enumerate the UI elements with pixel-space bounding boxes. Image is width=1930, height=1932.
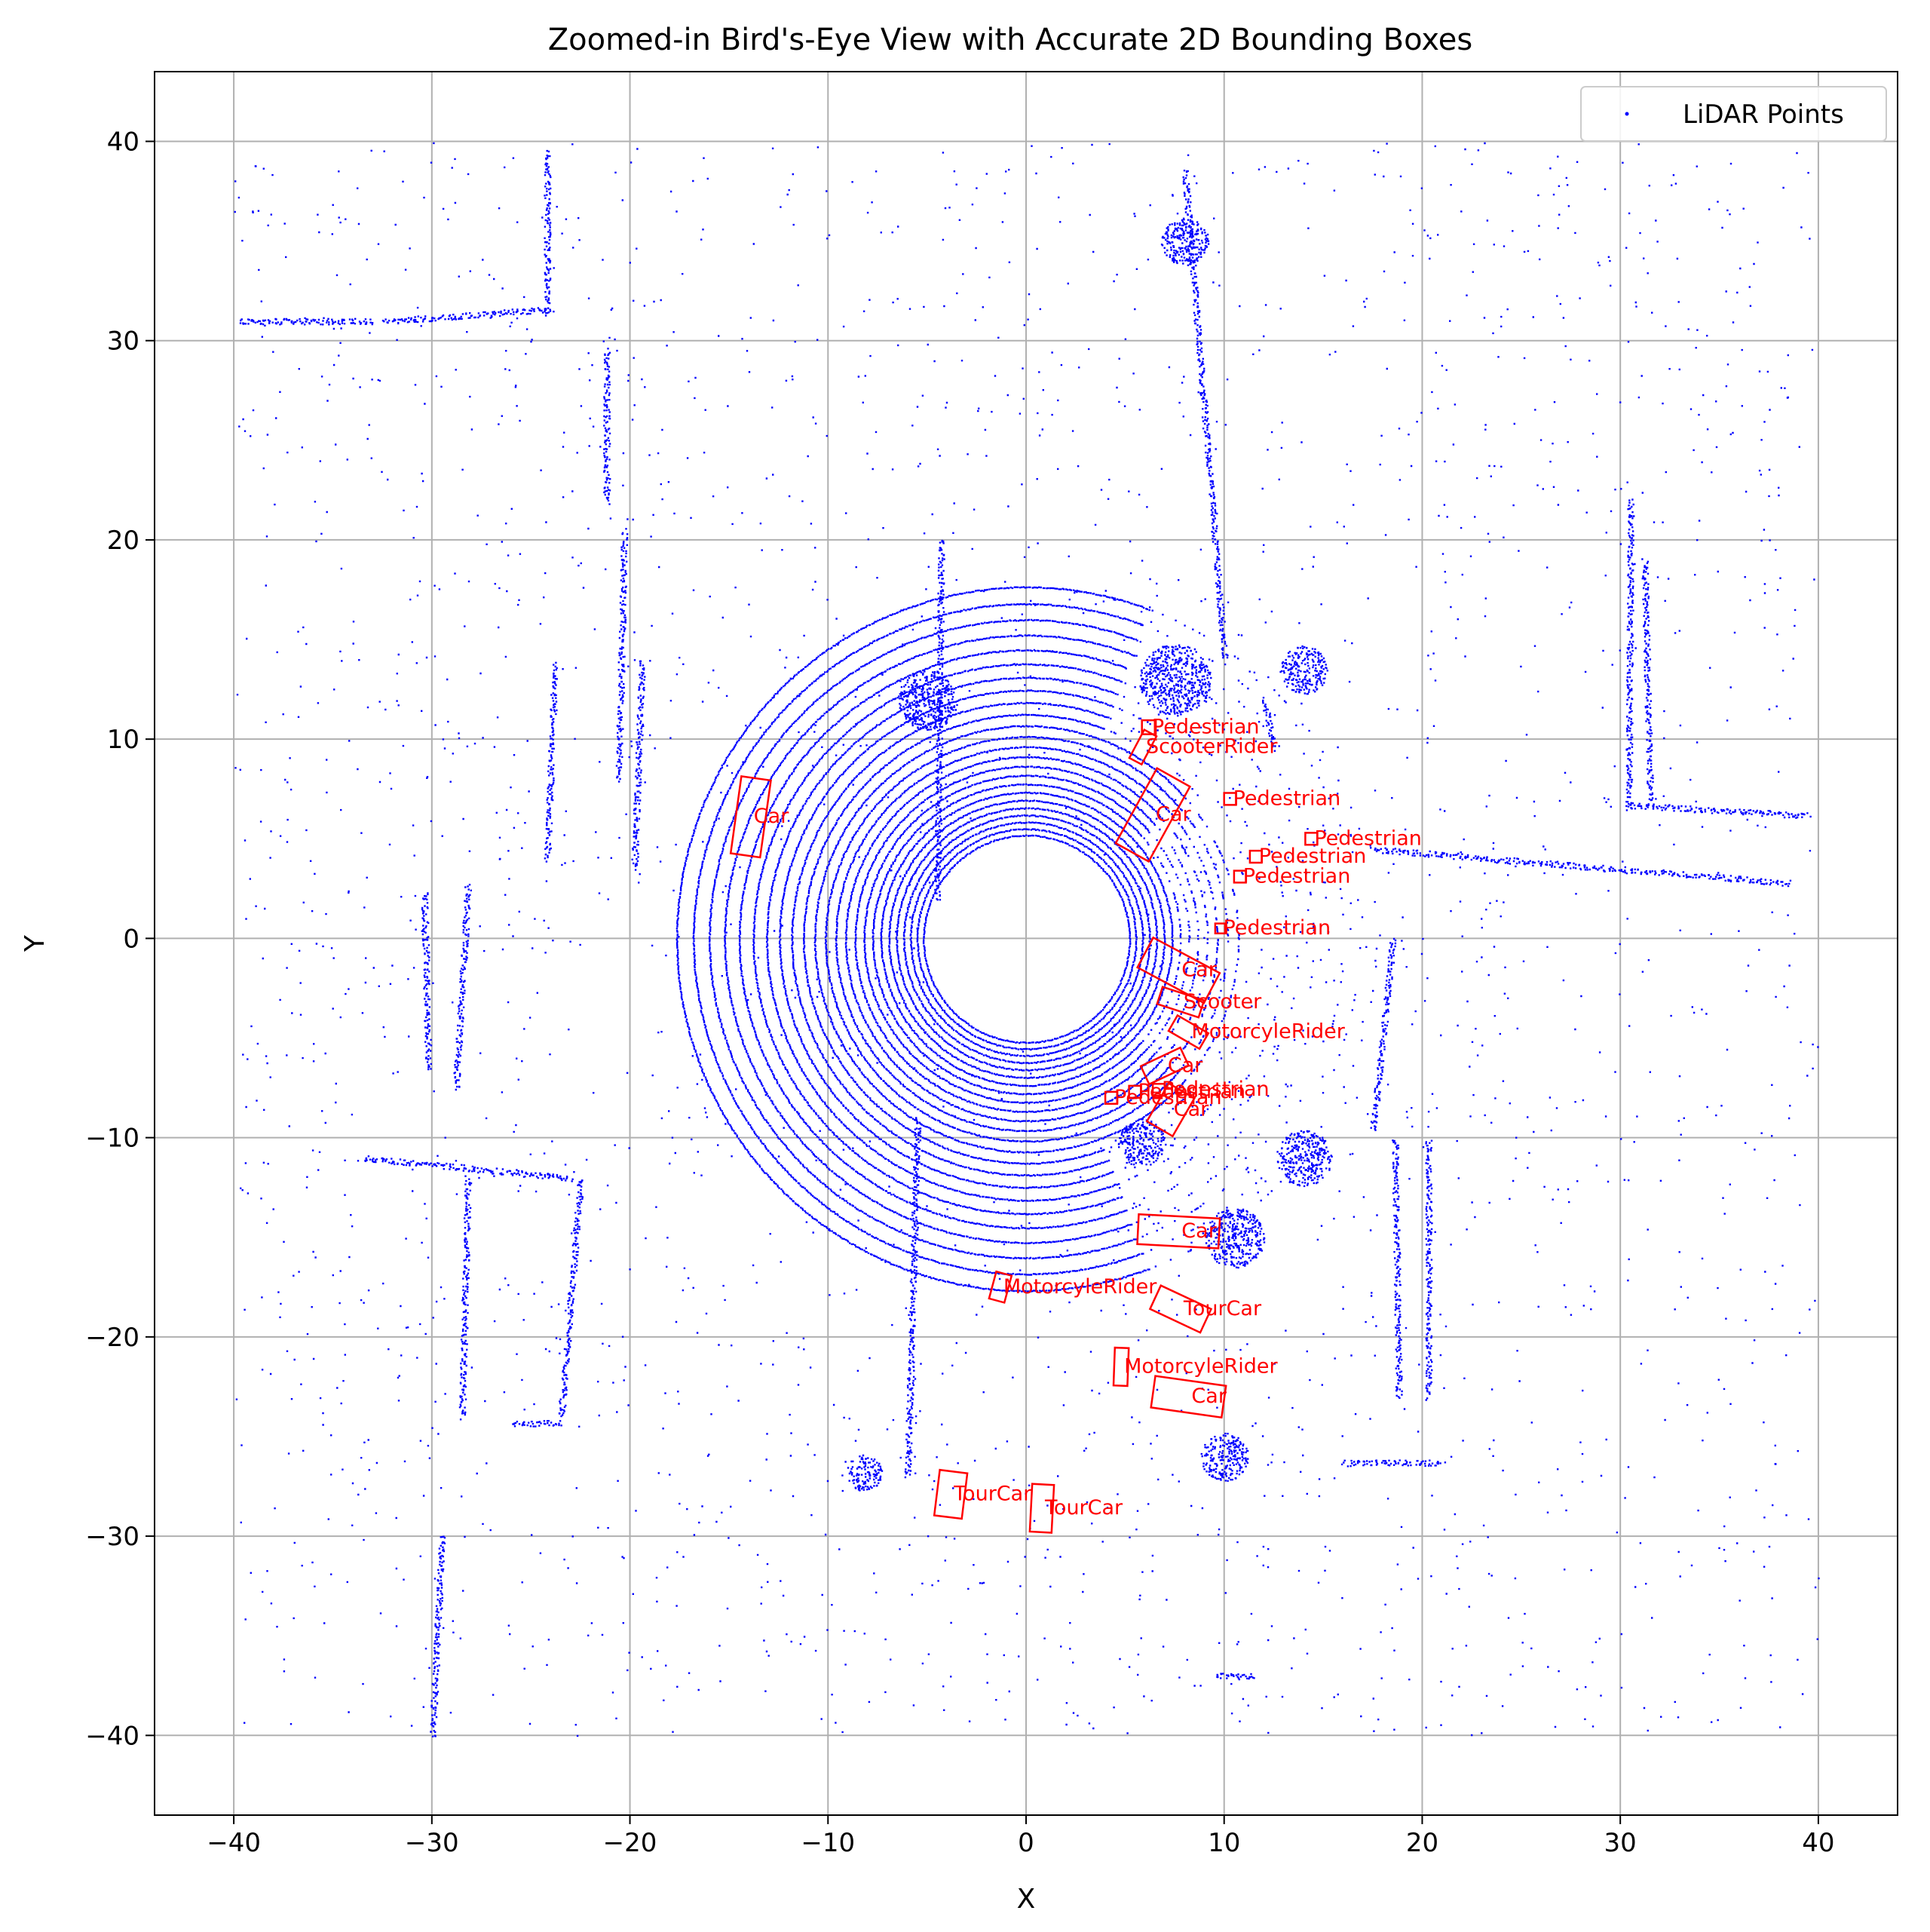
bounding-box-outline [1214, 922, 1227, 935]
bounding-box-outline [1304, 832, 1319, 846]
x-tick-label: −10 [801, 1828, 855, 1858]
bounding-box-outline [1233, 869, 1247, 884]
bounding-box-label: Pedestrian [1223, 916, 1331, 940]
bounding-box-outline [988, 1270, 1013, 1304]
bounding-box-label: Car [1156, 803, 1191, 826]
bounding-box-outline [1112, 1346, 1130, 1388]
bounding-box-label: MotorcyleRider [1191, 1020, 1345, 1044]
bounding-box-label: Car [1174, 1098, 1209, 1121]
y-tick-label: 40 [107, 127, 139, 157]
bounding-box: Pedestrian [1141, 715, 1260, 738]
y-tick-label: 20 [107, 526, 139, 556]
bounding-box-label: Pedestrian [1314, 826, 1422, 850]
bounding-box-label: Car [1191, 1385, 1227, 1408]
bounding-box-label: Car [754, 805, 789, 828]
bounding-box-outline [1128, 728, 1158, 766]
bounding-box-label: Car [1168, 1054, 1203, 1078]
x-tick-label: 20 [1406, 1828, 1438, 1858]
bounding-box-outline [1139, 1046, 1190, 1086]
bounding-box-label: MotorcyleRider [1124, 1354, 1278, 1378]
bounding-boxes: Car CarPedestrianScooterRiderPedestrianPe… [729, 715, 1422, 1534]
bounding-box-label: Pedestrian [1233, 787, 1341, 810]
bounding-box: Scooter [1156, 986, 1262, 1019]
x-axis-label: X [1017, 1884, 1036, 1915]
bounding-box: Car [1136, 1213, 1221, 1250]
grid-lines [155, 72, 1898, 1815]
bounding-box-outline [1248, 849, 1263, 864]
bounding-box-label: Car [1181, 958, 1217, 982]
bounding-box-label: TourCar [1183, 1297, 1262, 1320]
bounding-box-label: Car [1181, 1219, 1217, 1243]
bounding-box-outline [729, 774, 772, 859]
bounding-box: Car [729, 774, 789, 859]
bounding-box-outline [1150, 1375, 1227, 1419]
legend-marker [1625, 112, 1629, 116]
y-tick-label: −40 [85, 1721, 139, 1751]
legend-frame [1580, 86, 1887, 142]
x-tick-label: 10 [1208, 1828, 1240, 1858]
x-tick-label: 30 [1604, 1828, 1637, 1858]
bounding-box: MotorcyleRider [988, 1270, 1157, 1304]
bounding-box-label: ScooterRider [1146, 735, 1278, 759]
bounding-box-outline [933, 1468, 969, 1520]
chart-title: Zoomed-in Bird's-Eye View with Accurate … [548, 23, 1472, 57]
bounding-box: Car [1150, 1375, 1227, 1419]
bounding-box-label: Pedestrian [1152, 715, 1260, 738]
bounding-box-outline [1223, 792, 1237, 806]
bounding-box-label: TourCar [1044, 1496, 1123, 1520]
bounding-box-outline [1136, 1213, 1221, 1250]
bounding-box: Pedestrian [1151, 1078, 1270, 1101]
bounding-box: Car [1139, 1046, 1203, 1086]
bounding-box: ScooterRider [1128, 728, 1278, 766]
bounding-box: TourCar [1028, 1483, 1123, 1534]
bounding-box-outline [1145, 1081, 1196, 1138]
y-tick-label: 10 [107, 725, 139, 755]
bounding-box-outline [1156, 986, 1205, 1019]
bounding-box: Car [1145, 1081, 1209, 1138]
bounding-box-label: Pedestrian [1259, 845, 1367, 868]
bounding-box: Pedestrian [1223, 787, 1341, 810]
bounding-box-outline [1148, 1284, 1213, 1334]
bounding-box-outline [1104, 1090, 1119, 1105]
bounding-box: Pedestrian [1304, 826, 1422, 850]
y-axis-label: Y [20, 934, 51, 952]
bounding-box: MotorcyleRider [1167, 1014, 1346, 1050]
y-tick-label: 0 [123, 924, 139, 954]
bounding-box-outline [1167, 1014, 1210, 1050]
bounding-box-label: MotorcyleRider [1003, 1275, 1157, 1299]
bounding-box-label: TourCar [953, 1483, 1032, 1506]
x-tick-label: −30 [405, 1828, 459, 1858]
bounding-box: Car [1136, 936, 1221, 1004]
bounding-box-outline [1136, 936, 1221, 1004]
x-tick-label: 0 [1018, 1828, 1034, 1858]
bounding-box: TourCar [933, 1468, 1032, 1520]
y-tick-label: −20 [85, 1323, 139, 1353]
axis-ticks: −40 −30 −20 −10 0 10 20 30 40 −40 −30 −20 −10 0 10 20 30… [85, 127, 1834, 1858]
bounding-box: Pedestrian [1214, 916, 1331, 940]
y-tick-label: 30 [107, 327, 139, 357]
legend: LiDAR Points [1580, 86, 1887, 142]
x-tick-label: −20 [603, 1828, 657, 1858]
y-tick-label: −10 [85, 1124, 139, 1154]
bounding-box: Car [1114, 766, 1192, 863]
x-tick-label: −40 [207, 1828, 261, 1858]
bounding-box-outline [1028, 1483, 1055, 1534]
bounding-box-label: Pedestrian [1243, 864, 1351, 888]
bounding-box: TourCar [1148, 1284, 1262, 1334]
y-tick-label: −30 [85, 1522, 139, 1552]
bounding-box: Pedestrian [1233, 864, 1351, 888]
bounding-box: Pedestrian [1248, 845, 1367, 868]
legend-entry-lidar-points: LiDAR Points [1683, 100, 1844, 130]
bounding-box: MotorcyleRider [1112, 1346, 1278, 1388]
bounding-box-outline [1114, 766, 1192, 863]
bounding-box-label: Scooter [1184, 990, 1262, 1014]
bounding-box-outline [1128, 1084, 1142, 1099]
x-tick-label: 40 [1802, 1828, 1834, 1858]
